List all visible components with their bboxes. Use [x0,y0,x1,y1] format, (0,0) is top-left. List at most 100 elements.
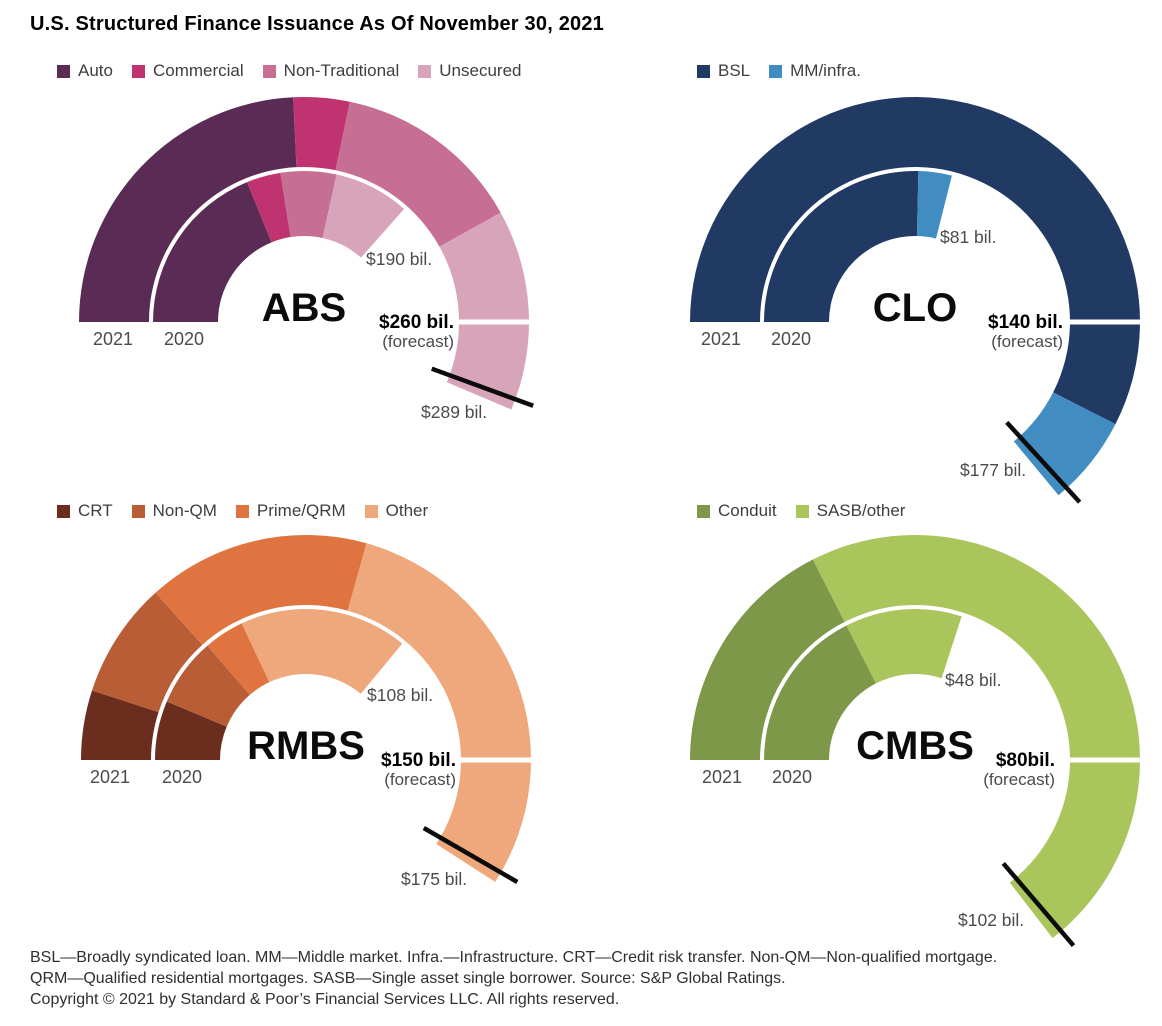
rmbs-2020-prime-qrm-segment [207,623,270,695]
legend-swatch-icon [57,64,70,78]
abs-2021-auto-segment [79,97,297,322]
rmbs-2020-other-segment [241,609,403,694]
clo-2020-bsl-segment [764,171,919,322]
clo-forecast-sub: (forecast) [991,332,1063,351]
cmbs-2020-sasb-other-segment [846,609,962,684]
abs-2021-total-label: $289 bil. [421,402,488,422]
legend-label: SASB/other [816,501,906,520]
legend-swatch-icon [131,64,145,78]
legend-label: CRT [78,501,113,520]
abs-center-title: ABS [261,286,347,330]
cmbs-2020-conduit-segment [764,625,876,760]
rmbs-2020-crt-segment [155,701,227,760]
cmbs-forecast-sub: (forecast) [983,770,1055,789]
cmbs-2021-sasb-other-segment [812,535,1140,939]
abs-2020-total-label: $190 bil. [366,249,433,269]
rmbs-legend: CRT Non-QM Prime/QRM Other [57,501,428,521]
rmbs-year-2021-label: 2021 [89,767,131,787]
legend-label: Prime/QRM [256,501,346,520]
abs-year-2020-label: 2020 [163,329,205,349]
abs-2020-commercial-segment [247,172,291,243]
cmbs-center-title: CMBS [856,724,974,768]
legend-item-auto: Auto [57,61,113,81]
rmbs-center-title: RMBS [247,724,365,768]
rmbs-2020-non-qm-segment [166,645,250,727]
cmbs-year-2021-label: 2021 [701,767,743,787]
rmbs-2021-needle [422,826,519,884]
rmbs-forecast-sub: (forecast) [384,770,456,789]
legend-swatch-icon [697,504,710,518]
legend-label: Conduit [718,501,777,520]
clo-center-title: CLO [872,286,958,330]
cmbs-2021-needle [1001,861,1076,948]
clo-2020-total-label: $81 bil. [940,227,997,247]
footnote-line-3: Copyright © 2021 by Standard & Poor’s Fi… [30,991,620,1008]
legend-item-non-traditional: Non-Traditional [262,61,400,81]
legend-swatch-icon [57,504,70,518]
legend-swatch-icon [697,64,710,78]
legend-item-commercial: Commercial [131,61,244,81]
abs-legend: Auto Commercial Non-Traditional Unsecured [57,61,521,81]
rmbs-2021-total-label: $175 bil. [401,869,468,889]
cmbs-forecast-value: $80bil. [995,750,1055,771]
footnote-line-2: QRM—Qualified residential mortgages. SAS… [30,970,786,987]
rmbs-2021-other-segment [347,543,531,882]
rmbs-2021-non-qm-segment [92,592,203,713]
cmbs-forecast-label: $80bil. (forecast) [905,751,1055,789]
footnote-line-1: BSL—Broadly syndicated loan. MM—Middle m… [30,949,998,966]
legend-swatch-icon [795,504,809,518]
rmbs-2021-prime-qrm-segment [155,535,367,645]
clo-2021-mm-infra-segment [1013,392,1116,496]
legend-item-sasb-other: SASB/other [795,501,906,521]
legend-item-mm-infra: MM/infra. [769,61,861,81]
abs-2021-unsecured-segment [439,212,529,410]
rmbs-gauge-chart [81,535,535,884]
legend-label: Other [385,501,429,520]
legend-label: Unsecured [439,61,522,80]
cmbs-year-2020-label: 2020 [771,767,813,787]
legend-item-conduit: Conduit [697,501,777,521]
cmbs-gauge-chart [690,535,1144,948]
legend-swatch-icon [262,64,276,78]
legend-swatch-icon [131,504,145,518]
legend-label: Commercial [152,61,244,80]
footnote: BSL—Broadly syndicated loan. MM—Middle m… [30,947,997,1010]
legend-item-non-qm: Non-QM [131,501,217,521]
legend-label: MM/infra. [790,61,861,80]
clo-forecast-value: $140 bil. [988,312,1063,333]
abs-gauge-chart [79,97,534,410]
rmbs-year-2020-label: 2020 [161,767,203,787]
legend-swatch-icon [235,504,249,518]
cmbs-2021-total-label: $102 bil. [958,910,1025,930]
legend-swatch-icon [364,504,378,518]
abs-2021-needle [430,366,534,408]
rmbs-2021-crt-segment [81,690,159,760]
abs-forecast-value: $260 bil. [379,312,454,333]
clo-forecast-label: $140 bil. (forecast) [913,313,1063,351]
clo-2021-total-label: $177 bil. [960,460,1027,480]
abs-2021-commercial-segment [293,97,350,171]
clo-year-2021-label: 2021 [700,329,742,349]
rmbs-2020-total-label: $108 bil. [367,685,434,705]
legend-item-bsl: BSL [697,61,750,81]
rmbs-forecast-value: $150 bil. [381,750,456,771]
abs-year-2021-label: 2021 [92,329,134,349]
clo-year-2020-label: 2020 [770,329,812,349]
legend-item-other: Other [364,501,429,521]
cmbs-2020-total-label: $48 bil. [945,670,1002,690]
abs-2020-non-traditional-segment [280,171,337,239]
abs-2020-unsecured-segment [322,174,405,258]
legend-label: Non-Traditional [283,61,400,80]
abs-forecast-label: $260 bil. (forecast) [304,313,454,351]
clo-2021-needle [1005,420,1082,504]
clo-2020-mm-infra-segment [916,171,952,239]
legend-item-unsecured: Unsecured [418,61,521,81]
clo-2021-bsl-segment [690,96,1140,425]
abs-2021-non-traditional-segment [335,101,501,247]
legend-swatch-icon [769,64,783,78]
clo-legend: BSL MM/infra. [697,61,861,81]
legend-label: Auto [78,61,113,80]
rmbs-forecast-label: $150 bil. (forecast) [306,751,456,789]
clo-gauge-chart [690,96,1144,504]
